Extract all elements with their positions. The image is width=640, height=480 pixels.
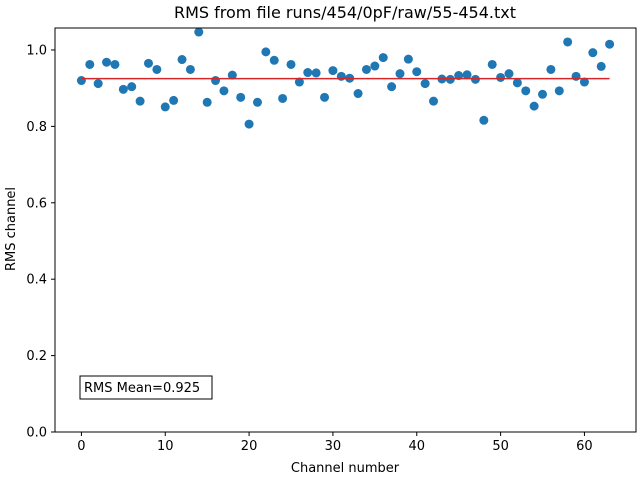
data-point-33 bbox=[353, 89, 363, 99]
data-point-24 bbox=[278, 93, 288, 103]
data-point-1 bbox=[85, 59, 95, 69]
data-point-54 bbox=[529, 101, 539, 111]
data-point-46 bbox=[462, 70, 472, 80]
y-tick-label-0.6: 0.6 bbox=[26, 196, 47, 211]
data-point-37 bbox=[387, 82, 397, 92]
data-point-27 bbox=[303, 68, 313, 78]
data-point-44 bbox=[445, 74, 455, 84]
data-point-35 bbox=[370, 61, 380, 71]
data-point-53 bbox=[521, 86, 531, 96]
data-point-42 bbox=[429, 96, 439, 106]
data-point-59 bbox=[571, 71, 581, 81]
x-axis-title: Channel number bbox=[291, 461, 400, 476]
data-point-39 bbox=[403, 54, 413, 64]
data-point-22 bbox=[261, 47, 271, 57]
data-point-8 bbox=[143, 58, 153, 68]
data-point-61 bbox=[588, 48, 598, 58]
data-point-50 bbox=[496, 72, 506, 82]
data-point-47 bbox=[470, 74, 480, 84]
data-point-3 bbox=[102, 57, 112, 67]
x-tick-label-20: 20 bbox=[241, 439, 258, 454]
data-point-18 bbox=[227, 70, 237, 80]
data-point-36 bbox=[378, 53, 388, 63]
y-tick-label-0.0: 0.0 bbox=[26, 426, 47, 441]
data-point-11 bbox=[169, 95, 179, 105]
data-point-49 bbox=[487, 59, 497, 69]
scatter-points bbox=[76, 27, 615, 129]
axes-frame bbox=[54, 27, 637, 433]
data-point-63 bbox=[605, 39, 615, 49]
data-point-16 bbox=[211, 76, 221, 86]
data-point-57 bbox=[554, 86, 564, 96]
x-tick-label-40: 40 bbox=[408, 439, 425, 454]
x-tick-label-60: 60 bbox=[576, 439, 593, 454]
data-point-5 bbox=[118, 84, 128, 94]
data-point-45 bbox=[454, 71, 464, 81]
x-tick-label-50: 50 bbox=[492, 439, 509, 454]
data-point-34 bbox=[361, 64, 371, 74]
data-point-48 bbox=[479, 115, 489, 125]
plot-area bbox=[54, 27, 637, 433]
data-point-31 bbox=[336, 71, 346, 81]
x-tick-label-0: 0 bbox=[77, 439, 85, 454]
mean-annotation: RMS Mean=0.925 bbox=[79, 375, 213, 400]
y-axis-title: RMS channel bbox=[4, 187, 19, 271]
data-point-41 bbox=[420, 79, 430, 89]
data-point-7 bbox=[135, 96, 145, 106]
mean-annotation-text: RMS Mean=0.925 bbox=[84, 381, 200, 396]
data-point-56 bbox=[546, 64, 556, 74]
data-point-21 bbox=[252, 97, 262, 107]
data-point-55 bbox=[538, 89, 548, 99]
data-point-13 bbox=[185, 64, 195, 74]
y-tick-label-0.4: 0.4 bbox=[26, 273, 47, 288]
x-tick-label-30: 30 bbox=[325, 439, 342, 454]
data-point-4 bbox=[110, 59, 120, 69]
data-point-52 bbox=[512, 78, 522, 88]
x-tick-label-10: 10 bbox=[157, 439, 174, 454]
data-point-30 bbox=[328, 66, 338, 76]
data-point-14 bbox=[194, 27, 204, 37]
data-point-28 bbox=[311, 68, 321, 78]
x-axis-ticks: 0 10 20 30 40 50 60 bbox=[77, 432, 593, 454]
data-point-60 bbox=[579, 77, 589, 87]
data-point-15 bbox=[202, 97, 212, 107]
data-point-26 bbox=[294, 77, 304, 87]
data-point-0 bbox=[76, 76, 86, 86]
data-point-40 bbox=[412, 67, 422, 77]
data-point-20 bbox=[244, 119, 254, 129]
data-point-17 bbox=[219, 86, 229, 96]
data-point-25 bbox=[286, 59, 296, 69]
y-tick-label-0.8: 0.8 bbox=[26, 120, 47, 135]
data-point-29 bbox=[320, 92, 330, 102]
data-point-38 bbox=[395, 69, 405, 79]
data-point-10 bbox=[160, 102, 170, 112]
data-point-2 bbox=[93, 79, 103, 89]
data-point-12 bbox=[177, 55, 187, 65]
data-point-62 bbox=[596, 61, 606, 71]
data-point-19 bbox=[236, 92, 246, 102]
mean-annotation-box bbox=[79, 375, 213, 400]
chart-title: RMS from file runs/454/0pF/raw/55-454.tx… bbox=[174, 3, 516, 22]
y-tick-label-0.2: 0.2 bbox=[26, 349, 47, 364]
y-axis-ticks: 0.0 0.2 0.4 0.6 0.8 1.0 bbox=[26, 43, 55, 441]
data-point-9 bbox=[152, 64, 162, 74]
y-tick-label-1.0: 1.0 bbox=[26, 43, 47, 58]
data-point-58 bbox=[563, 37, 573, 47]
data-point-51 bbox=[504, 69, 514, 79]
data-point-6 bbox=[127, 82, 137, 92]
data-point-23 bbox=[269, 55, 279, 65]
